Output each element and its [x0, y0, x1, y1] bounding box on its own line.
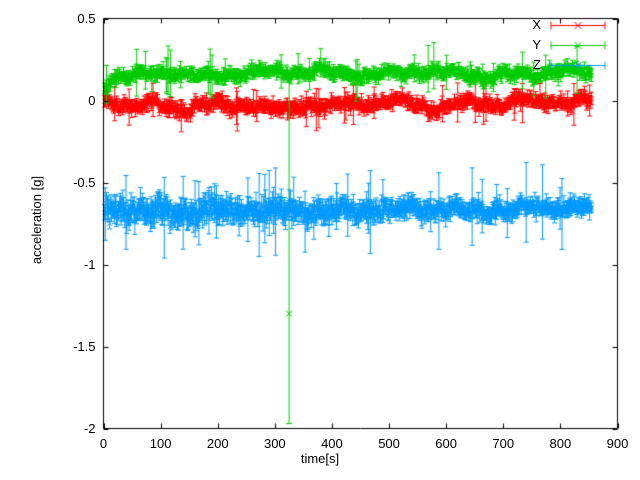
x-axis-label: time[s] — [300, 451, 340, 466]
y-tick-label: -1.5 — [73, 338, 96, 354]
x-tick-label: 0 — [99, 435, 108, 451]
legend-label-z: Z — [533, 57, 541, 72]
x-tick-label: 400 — [321, 435, 343, 451]
y-tick-label: 0 — [88, 92, 96, 108]
y-axis-label: acceleration [g] — [29, 175, 44, 265]
x-tick-label: 600 — [435, 435, 457, 451]
y-tick-label: 0.5 — [77, 10, 96, 26]
y-tick-label: -2 — [83, 420, 96, 436]
x-tick-label: 900 — [606, 435, 629, 451]
x-tick-label: 700 — [492, 435, 515, 451]
y-tick-label: -0.5 — [73, 174, 96, 190]
x-tick-label: 100 — [149, 435, 172, 451]
x-tick-label: 500 — [378, 435, 400, 451]
y-tick-label: -1 — [83, 256, 96, 272]
x-tick-label: 800 — [549, 435, 572, 451]
legend-label-x: X — [532, 17, 541, 32]
legend-label-y: Y — [532, 37, 541, 52]
x-tick-label: 300 — [263, 435, 286, 451]
x-tick-label: 200 — [206, 435, 229, 451]
